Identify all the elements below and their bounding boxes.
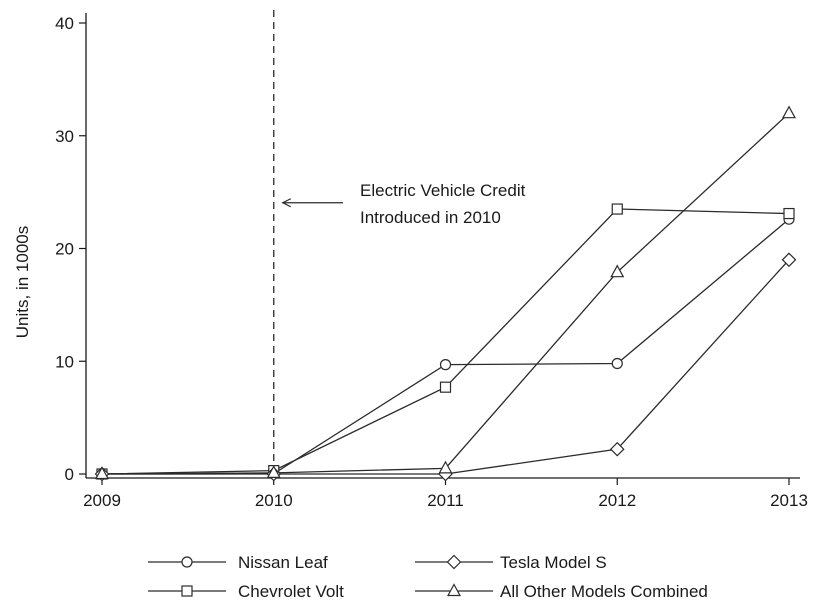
line-nissan-leaf	[101, 218, 790, 475]
legend-label-all-other-models: All Other Models Combined	[500, 582, 708, 601]
legend-symbol-tesla-model-s	[415, 554, 493, 570]
line-chevrolet-volt	[101, 208, 790, 475]
series-chevrolet-volt	[101, 208, 790, 475]
series-layer	[94, 105, 797, 482]
legend-marker-all-other-models-combined	[446, 583, 462, 597]
point-all-other-models-combined-2011	[438, 460, 453, 474]
annotation-arrow-head	[281, 198, 292, 208]
legend-item-nissan-leaf: Nissan Leaf	[148, 553, 328, 572]
annotation-line-2: Introduced in 2010	[360, 208, 501, 227]
legend-symbol-all-other-models	[415, 583, 493, 597]
series-nissan-leaf	[101, 218, 790, 475]
y-axis-title: Units, in 1000s	[13, 226, 32, 338]
legend-item-chevrolet-volt: Chevrolet Volt	[148, 582, 344, 601]
line-all-other-models-combined	[101, 112, 790, 475]
legend-item-tesla-model-s: Tesla Model S	[415, 553, 607, 572]
legend-marker-nissan-leaf	[181, 556, 193, 568]
annotation-line-1: Electric Vehicle Credit	[360, 181, 526, 200]
legend-label-chevrolet-volt: Chevrolet Volt	[238, 582, 344, 601]
y-tick-label-40: 40	[55, 14, 74, 33]
y-tick-label-30: 30	[55, 127, 74, 146]
legend-symbol-chevrolet-volt	[148, 585, 226, 597]
x-tick-label-2011: 2011	[427, 491, 464, 510]
markers-chevrolet-volt	[96, 203, 795, 480]
point-nissan-leaf-2011	[439, 359, 452, 371]
y-tick-label-0: 0	[65, 465, 74, 484]
point-chevrolet-volt-2013	[783, 207, 795, 220]
point-nissan-leaf-2012	[611, 357, 623, 370]
x-tick-label-2013: 2013	[770, 491, 808, 510]
x-tick-label-2012: 2012	[598, 491, 636, 510]
series-all-other-models-combined	[101, 112, 790, 475]
y-tick-label-20: 20	[55, 240, 74, 259]
y-tick-label-10: 10	[55, 352, 74, 371]
markers-all-other-models-combined	[94, 105, 797, 480]
legend-label-nissan-leaf: Nissan Leaf	[238, 553, 328, 572]
legend-label-tesla-model-s: Tesla Model S	[500, 553, 607, 572]
legend-item-all-other-models: All Other Models Combined	[415, 582, 708, 601]
legend-symbol-nissan-leaf	[148, 556, 226, 568]
point-tesla-model-s-2012	[609, 441, 625, 457]
axes: 0 10 20 30 40 2009 2010 2011 2012 2013	[55, 13, 808, 510]
markers-nissan-leaf	[96, 213, 795, 480]
x-tick-label-2010: 2010	[255, 491, 293, 510]
point-all-other-models-combined-2010	[266, 465, 281, 478]
point-all-other-models-combined-2009	[94, 466, 110, 480]
point-chevrolet-volt-2011	[439, 381, 452, 393]
legend: Nissan Leaf Chevrolet Volt Tesla Model S…	[148, 553, 708, 601]
point-tesla-model-s-2013	[781, 252, 797, 268]
legend-marker-tesla-model-s	[446, 554, 462, 570]
annotation: Electric Vehicle Credit Introduced in 20…	[281, 181, 526, 227]
point-all-other-models-combined-2012	[610, 264, 625, 278]
point-all-other-models-combined-2013	[781, 105, 797, 119]
legend-marker-chevrolet-volt	[181, 585, 193, 597]
x-tick-label-2009: 2009	[83, 491, 121, 510]
point-chevrolet-volt-2012	[611, 203, 623, 215]
